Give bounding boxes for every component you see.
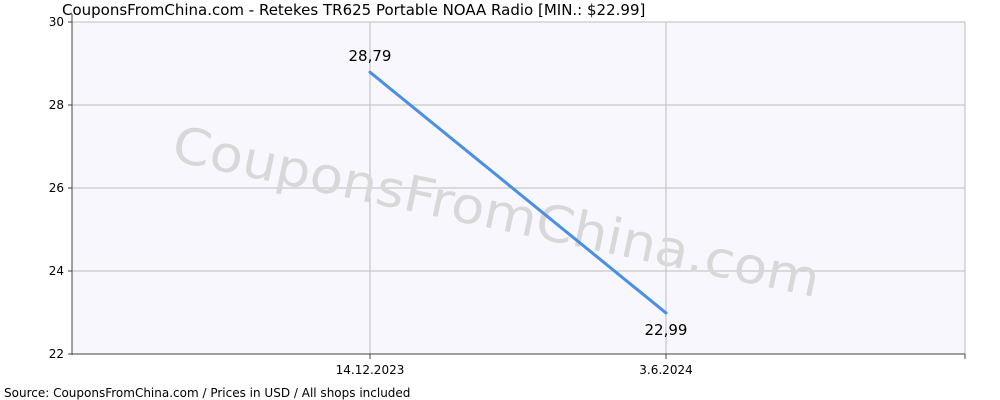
y-tick-label: 30 xyxy=(49,15,64,29)
x-tick-label: 3.6.2024 xyxy=(639,363,692,377)
y-tick-label: 24 xyxy=(49,264,64,278)
y-tick-label: 28 xyxy=(49,98,64,112)
data-label: 28,79 xyxy=(349,47,392,65)
x-tick-label: 14.12.2023 xyxy=(336,363,405,377)
y-tick-label: 22 xyxy=(49,347,64,361)
chart-footer: Source: CouponsFromChina.com / Prices in… xyxy=(4,386,411,400)
data-label: 22,99 xyxy=(645,321,688,339)
price-line xyxy=(368,70,668,315)
y-tick-label: 26 xyxy=(49,181,64,195)
series-layer: 28,79 22,99 xyxy=(349,47,688,339)
axes: 22 24 26 28 30 14.12.2023 3.6.2024 xyxy=(49,14,966,377)
chart-title: CouponsFromChina.com - Retekes TR625 Por… xyxy=(62,1,646,19)
